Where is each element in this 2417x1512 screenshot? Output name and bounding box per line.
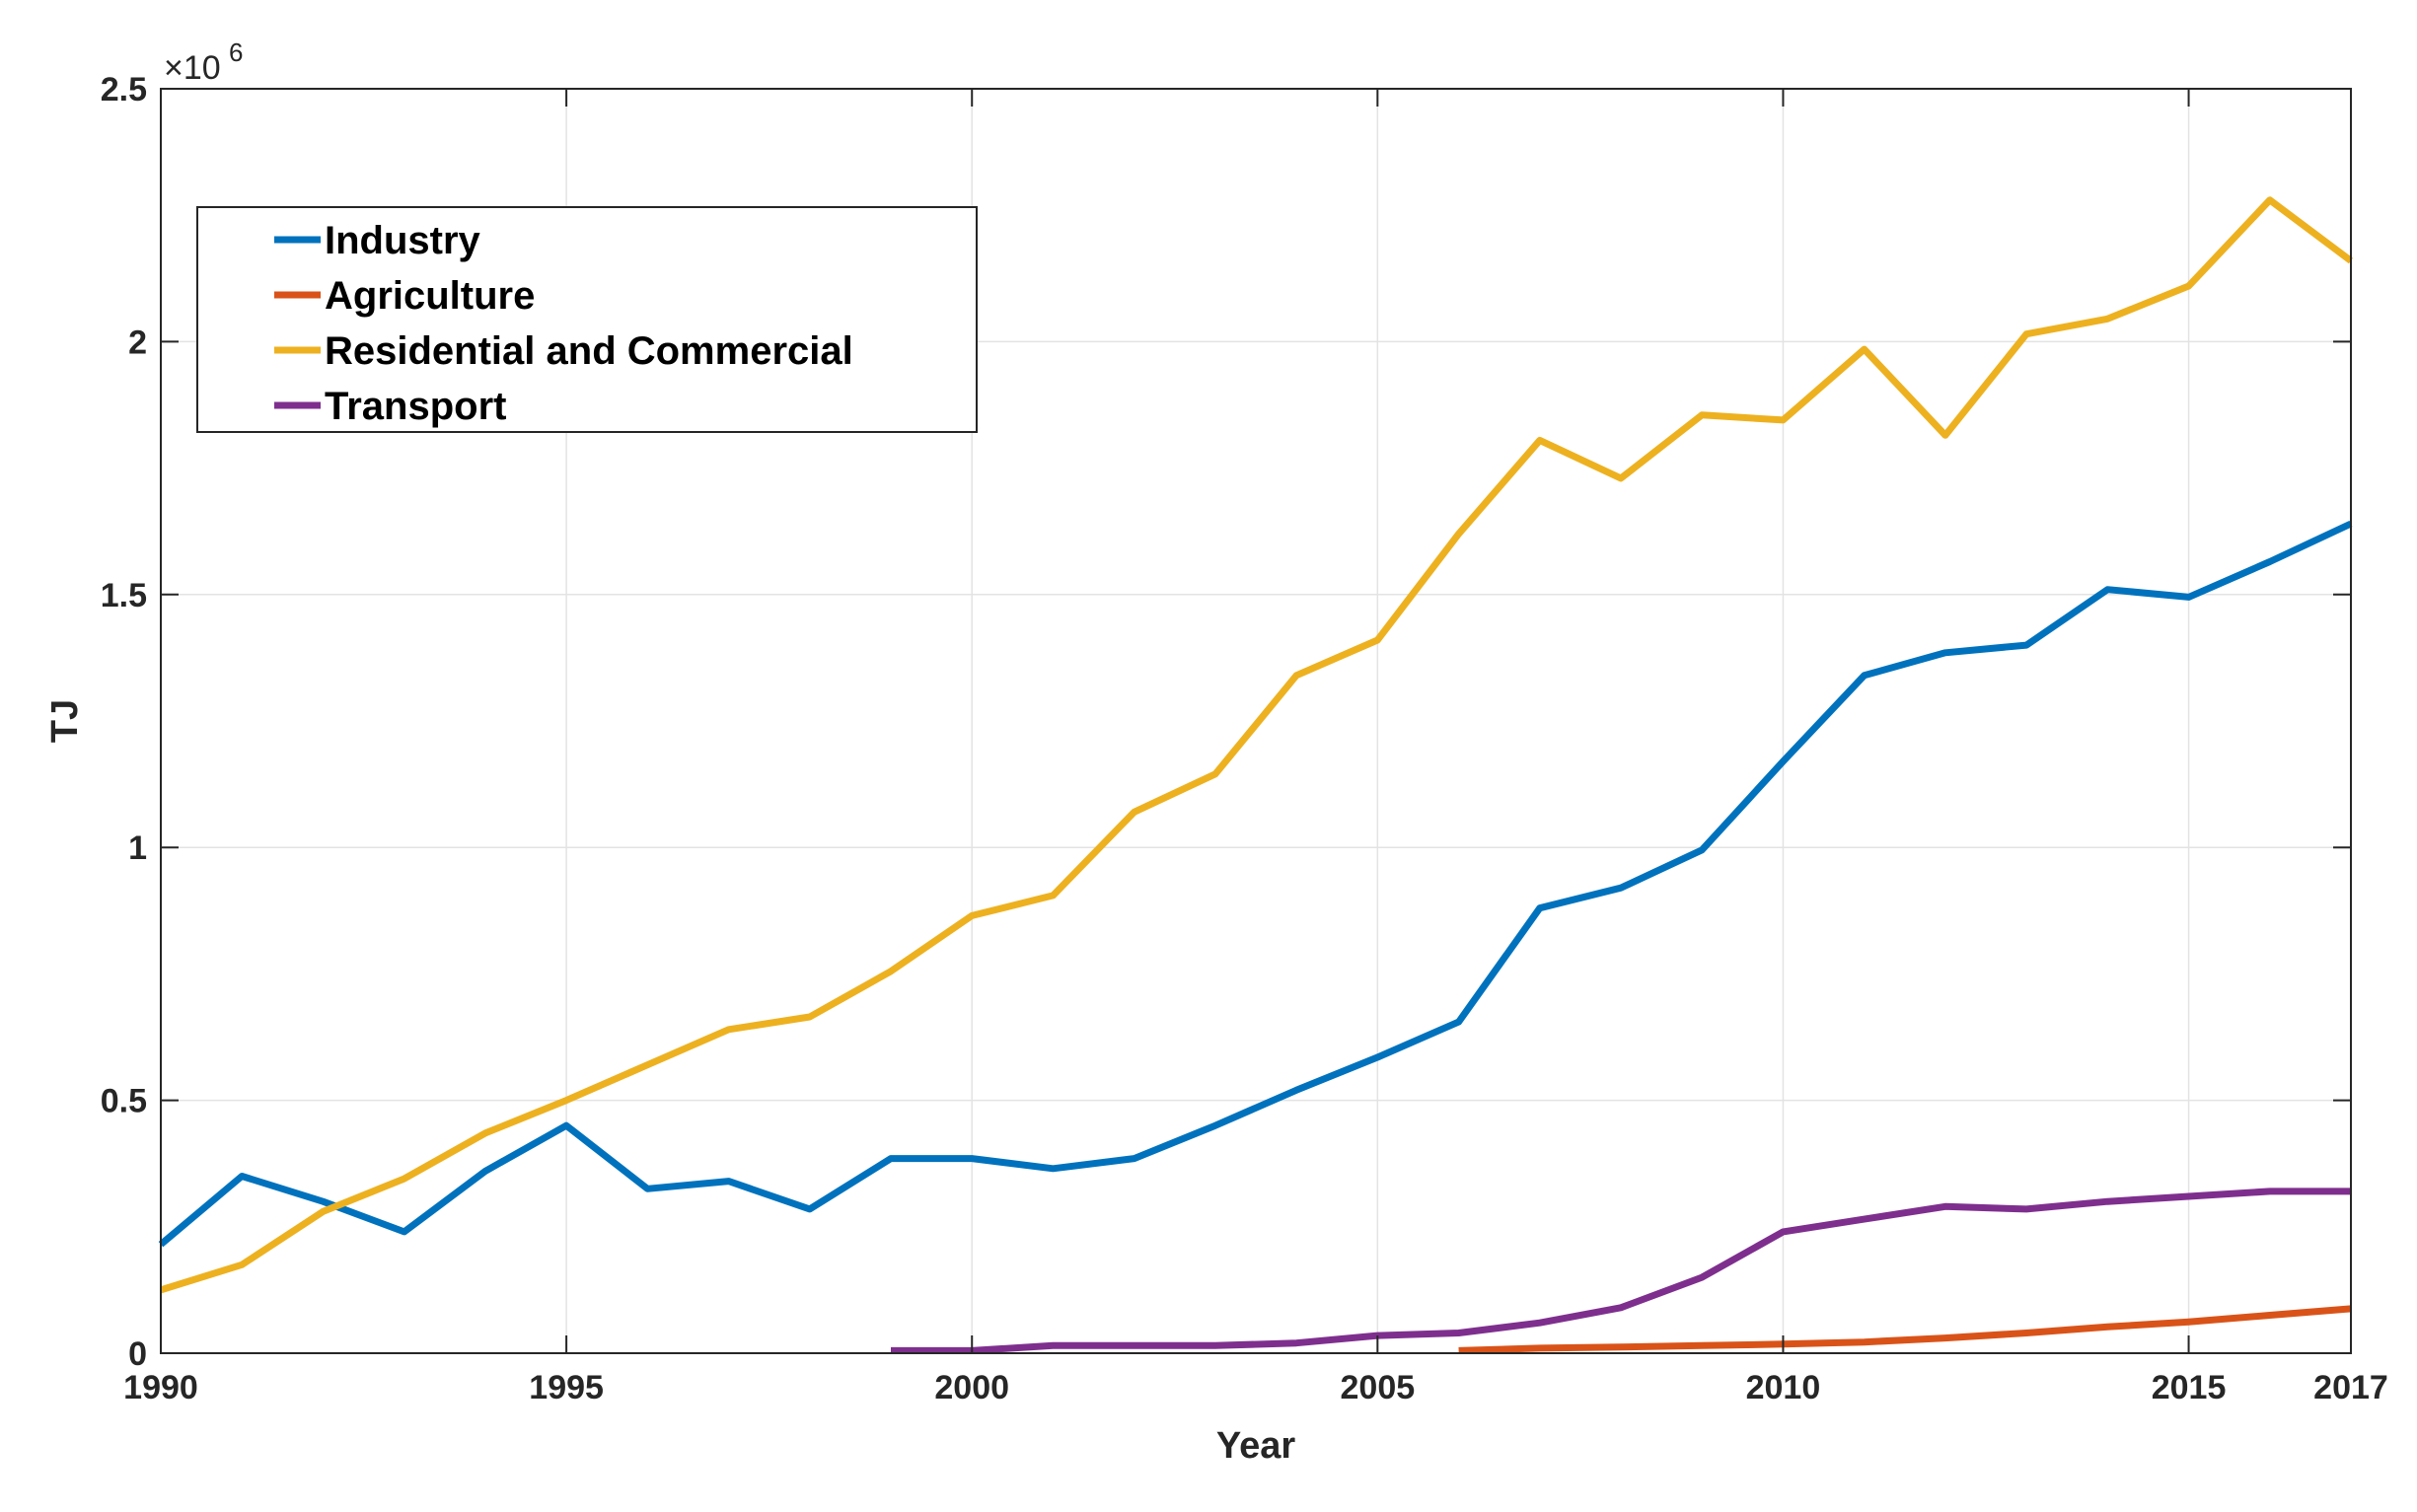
- legend: Industry Agriculture Residential and Comme…: [196, 206, 978, 433]
- y-tick-label: 2: [128, 324, 147, 361]
- y-tick-label: 1: [128, 829, 147, 867]
- x-tick-label: 2015: [2152, 1369, 2227, 1406]
- x-tick-label: 1995: [529, 1369, 604, 1406]
- legend-label-residential-and-commercial: Residential and Commercial: [325, 329, 853, 373]
- legend-box: [196, 206, 978, 433]
- x-tick-label: 2017: [2313, 1369, 2388, 1406]
- y-exponent-power: 6: [229, 37, 243, 67]
- y-tick-label: 2.5: [101, 71, 147, 108]
- x-tick-label: 1990: [123, 1369, 198, 1406]
- x-axis-title: Year: [1216, 1425, 1296, 1467]
- legend-label-agriculture: Agriculture: [325, 274, 535, 318]
- y-exponent-base: ×10: [164, 49, 221, 87]
- x-axis-ticks: 1990 1995 2000 2005 2010 2015 2017: [123, 89, 2388, 1406]
- series-line-agriculture: [1458, 1305, 2352, 1354]
- y-tick-label: 1.5: [101, 577, 147, 614]
- y-tick-label: 0: [128, 1335, 147, 1373]
- plot-frame: [160, 88, 2352, 1354]
- y-axis-title: TJ: [44, 699, 86, 743]
- series-line-residential-and-commercial: [159, 196, 2354, 1294]
- legend-label-transport: Transport: [325, 385, 506, 428]
- x-tick-label: 2005: [1341, 1369, 1416, 1406]
- y-axis-ticks: 0 0.5 1 1.5 2 2.5: [101, 71, 2351, 1373]
- y-tick-label: 0.5: [101, 1083, 147, 1120]
- series-line-industry: [158, 520, 2353, 1248]
- legend-label-industry: Industry: [325, 219, 481, 262]
- x-tick-label: 2010: [1746, 1369, 1821, 1406]
- x-tick-label: 2000: [934, 1369, 1009, 1406]
- y-exponent: ×10 6: [164, 37, 243, 87]
- series-lines: [158, 196, 2354, 1354]
- series-line-transport: [891, 1188, 2351, 1354]
